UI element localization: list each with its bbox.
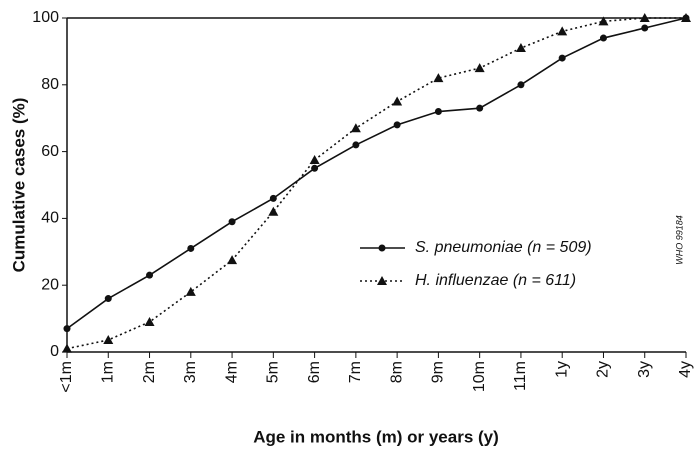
data-point xyxy=(185,286,196,296)
data-point xyxy=(62,343,72,353)
data-point xyxy=(350,123,361,133)
data-point xyxy=(228,218,236,226)
x-tick-label: 1y xyxy=(553,361,570,378)
data-point xyxy=(268,206,279,216)
y-axis-title: Cumulative cases (%) xyxy=(9,98,28,273)
data-point xyxy=(144,316,155,326)
legend-label: H. influenzae (n = 611) xyxy=(415,272,576,289)
x-tick-label: 2m xyxy=(141,361,158,383)
data-point xyxy=(517,81,525,89)
x-tick-label: 10m xyxy=(471,361,488,392)
data-point xyxy=(103,334,114,344)
x-tick-label: <1m xyxy=(58,361,75,393)
data-point xyxy=(639,13,650,22)
x-tick-label: 8m xyxy=(388,361,405,383)
data-point xyxy=(515,43,526,53)
y-tick-label: 0 xyxy=(50,343,59,360)
legend-label: S. pneumoniae (n = 509) xyxy=(415,239,592,256)
x-tick-label: 5m xyxy=(265,361,282,383)
data-point xyxy=(393,121,401,129)
legend-marker xyxy=(378,244,386,252)
x-tick-label: 3m xyxy=(182,361,199,383)
y-tick-label: 80 xyxy=(41,76,59,93)
watermark: WHO 99184 xyxy=(674,215,684,265)
x-axis-title: Age in months (m) or years (y) xyxy=(253,427,499,446)
y-tick-label: 20 xyxy=(41,276,59,293)
series-line xyxy=(66,17,687,330)
y-tick-label: 40 xyxy=(41,210,59,227)
data-point xyxy=(557,26,568,36)
data-point xyxy=(599,34,607,42)
x-tick-label: 11m xyxy=(512,361,529,391)
data-point xyxy=(269,194,277,202)
y-tick-label: 60 xyxy=(41,143,59,160)
data-point xyxy=(681,13,691,22)
data-point xyxy=(433,73,444,83)
x-tick-label: 2y xyxy=(595,361,612,378)
data-point xyxy=(641,24,649,32)
series-line xyxy=(66,17,686,350)
x-tick-label: 1m xyxy=(99,361,116,383)
data-point xyxy=(146,271,154,279)
data-point xyxy=(63,325,71,333)
data-point xyxy=(309,154,320,164)
data-point xyxy=(434,108,442,116)
x-tick-label: 4y xyxy=(677,361,694,378)
y-tick-label: 100 xyxy=(32,9,59,26)
data-point xyxy=(598,16,609,26)
data-point xyxy=(311,164,319,172)
legend-marker xyxy=(377,276,387,285)
data-point xyxy=(352,141,360,149)
x-tick-label: 6m xyxy=(306,361,323,383)
data-point xyxy=(104,295,112,303)
x-tick-label: 4m xyxy=(223,361,240,383)
data-point xyxy=(227,255,238,265)
data-point xyxy=(476,104,484,112)
data-point xyxy=(474,63,485,73)
data-point xyxy=(558,54,566,62)
x-tick-label: 7m xyxy=(347,361,364,383)
x-tick-label: 9m xyxy=(430,361,447,383)
data-point xyxy=(187,244,195,252)
x-tick-label: 3y xyxy=(636,361,653,378)
data-point xyxy=(392,96,403,106)
